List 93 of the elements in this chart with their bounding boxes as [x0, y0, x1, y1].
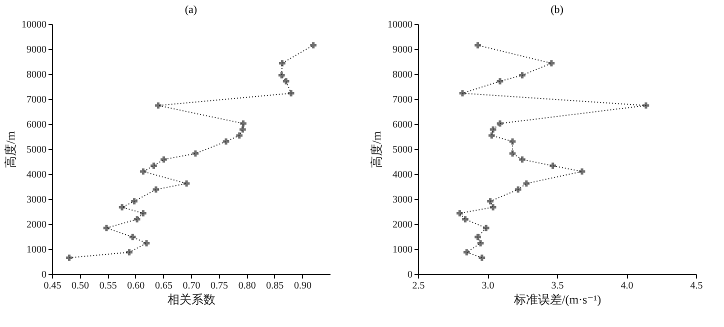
x-tick-label: 0.65 [154, 280, 172, 292]
point [477, 240, 484, 246]
point [456, 210, 463, 216]
y-axis-title: 高度/m [370, 130, 384, 168]
y-tick-label: 10000 [388, 20, 412, 30]
y-tick-label: 2000 [392, 220, 412, 230]
y-tick-label: 6000 [26, 120, 46, 130]
y-tick-label: 4000 [392, 170, 412, 180]
y-tick-label: 1000 [26, 244, 46, 256]
y-tick-label: 5000 [392, 144, 412, 156]
point [550, 162, 556, 169]
point [222, 138, 230, 145]
point [519, 72, 526, 78]
point [279, 60, 286, 66]
x-tick-label: 0.45 [44, 280, 62, 292]
point [129, 234, 136, 240]
x-tick-label: 2.5 [412, 280, 425, 292]
point [496, 120, 504, 127]
point [462, 216, 468, 222]
x-tick-label: 4.0 [620, 280, 634, 292]
point [282, 78, 290, 84]
point [487, 198, 494, 204]
point [150, 162, 157, 169]
point [490, 126, 496, 133]
y-tick-label: 3000 [26, 194, 46, 206]
point [278, 72, 285, 78]
x-tick-label: 0.55 [99, 280, 117, 292]
point [236, 132, 243, 139]
y-tick-label: 3000 [392, 194, 412, 206]
y-tick-label: 5000 [26, 144, 46, 156]
point [490, 204, 496, 210]
point [474, 42, 481, 48]
y-tick-label: 7000 [26, 94, 46, 106]
y-tick-label: 9000 [26, 44, 46, 56]
point [160, 156, 167, 163]
point [514, 186, 522, 193]
point [288, 90, 294, 96]
x-tick-label: 3.5 [551, 280, 564, 292]
x-axis-title: 相关系数 [168, 292, 216, 306]
x-tick-label: 0.70 [182, 280, 200, 292]
point [126, 249, 132, 256]
y-tick-label: 0 [42, 270, 46, 280]
point [482, 224, 490, 232]
point [155, 102, 162, 109]
point [459, 90, 466, 96]
point [134, 216, 140, 222]
y-tick-label: 4000 [26, 170, 46, 180]
point [118, 204, 126, 210]
x-tick-label: 0.80 [238, 280, 256, 292]
point [140, 168, 146, 175]
point [183, 180, 190, 187]
point [240, 126, 246, 133]
x-tick-label: 0.50 [72, 280, 90, 292]
point [478, 254, 486, 261]
point [240, 120, 246, 127]
y-tick-label: 0 [408, 270, 412, 280]
point [463, 249, 470, 256]
point [152, 186, 160, 193]
x-tick-label: 0.75 [210, 280, 228, 292]
point [548, 60, 555, 66]
point [509, 150, 516, 157]
x-tick-label: 4.5 [690, 280, 703, 292]
point [509, 138, 516, 145]
point [66, 254, 72, 261]
x-tick-label: 0.60 [127, 280, 145, 292]
y-tick-label: 2000 [26, 220, 46, 230]
point [131, 198, 138, 204]
point [519, 156, 526, 163]
point [103, 224, 110, 232]
point [140, 210, 146, 216]
y-axis-title: 高度/m [4, 130, 18, 168]
y-tick-label: 10000 [22, 20, 46, 30]
y-tick-label: 7000 [392, 94, 412, 106]
x-tick-label: 0.90 [294, 280, 312, 292]
chart-title: (b) [550, 4, 564, 16]
y-tick-label: 8000 [392, 70, 412, 80]
y-tick-label: 9000 [392, 44, 412, 56]
x-axis-title: 标准误差/(m·s⁻¹) [512, 292, 602, 306]
y-tick-label: 6000 [392, 120, 412, 130]
x-tick-label: 0.85 [266, 280, 284, 292]
point [523, 180, 530, 187]
point [192, 150, 199, 157]
point [496, 78, 504, 84]
point [143, 240, 150, 246]
point [642, 102, 650, 109]
y-tick-label: 8000 [26, 70, 46, 80]
point [310, 42, 316, 48]
point [578, 168, 586, 175]
x-tick-label: 3.0 [482, 280, 494, 292]
y-tick-label: 1000 [392, 244, 412, 256]
point [474, 234, 481, 240]
chart-title: (a) [184, 4, 198, 16]
point [488, 132, 495, 139]
